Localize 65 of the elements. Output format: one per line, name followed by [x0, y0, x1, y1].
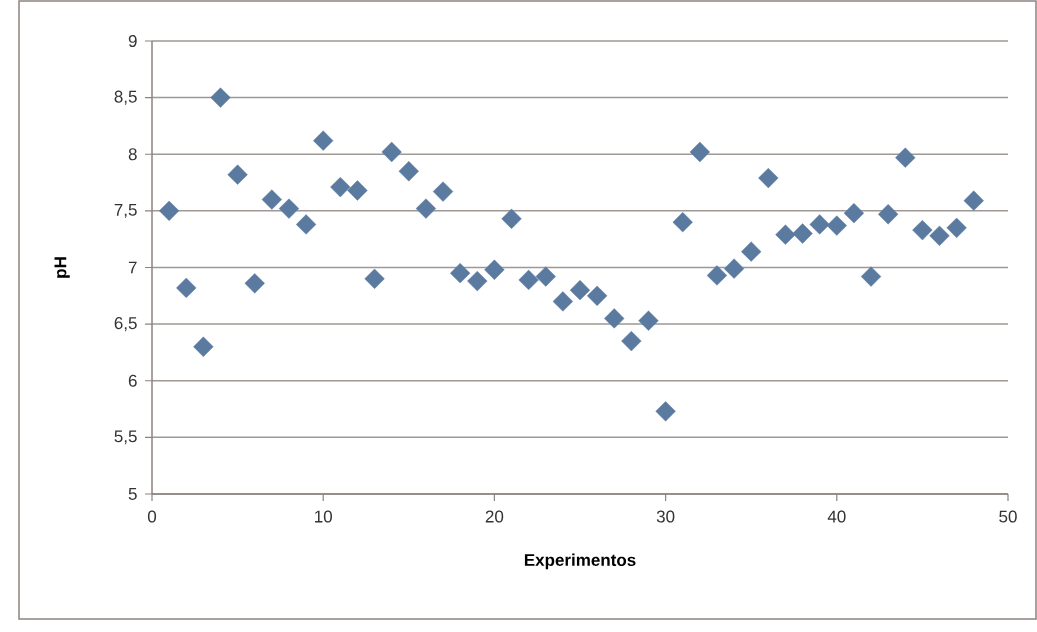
x-tick-label: 20 [485, 510, 504, 523]
y-axis-title: pH [54, 257, 70, 278]
point [518, 269, 539, 291]
point [364, 268, 385, 289]
point [432, 181, 454, 202]
point [227, 164, 248, 185]
point [210, 87, 231, 108]
point [193, 336, 214, 357]
point [860, 266, 882, 287]
point [244, 273, 265, 294]
point [621, 331, 642, 352]
point [895, 147, 916, 168]
x-axis-title: Experimentos [524, 553, 636, 570]
point [689, 141, 710, 163]
point [758, 167, 779, 189]
point [501, 208, 522, 229]
y-tick-label: 5 [128, 488, 137, 500]
point [381, 141, 402, 163]
x-tick-label: 40 [827, 510, 846, 523]
point [278, 198, 300, 219]
point [347, 180, 368, 201]
point [484, 259, 505, 280]
point [843, 203, 865, 224]
point [313, 130, 334, 151]
point [672, 212, 693, 233]
point [946, 217, 967, 238]
y-tick-label: 7 [128, 261, 137, 274]
point [775, 224, 796, 245]
x-tick-label: 10 [315, 510, 332, 523]
point [638, 310, 659, 331]
point [587, 285, 608, 306]
y-tick-label: 8 [128, 148, 137, 161]
point [878, 204, 899, 225]
y-tick-label: 6,5 [114, 317, 137, 332]
point [295, 214, 317, 235]
point [741, 241, 762, 262]
point [415, 198, 437, 219]
y-tick-label: 5,5 [114, 430, 137, 445]
point [159, 200, 180, 221]
point [450, 263, 471, 284]
point [826, 215, 847, 236]
point [655, 401, 676, 422]
point [569, 280, 591, 301]
y-tick-label: 7,5 [114, 203, 137, 218]
point [467, 270, 488, 292]
x-tick-label: 30 [656, 510, 675, 523]
point [723, 258, 745, 279]
point [535, 266, 556, 287]
point [552, 291, 573, 312]
point [330, 176, 351, 198]
x-tick-label: 50 [999, 510, 1017, 523]
point [604, 308, 625, 329]
point [398, 161, 419, 182]
point [176, 277, 197, 298]
point [792, 223, 813, 244]
point [963, 190, 984, 211]
y-tick-label: 6 [128, 374, 137, 387]
point [809, 214, 830, 235]
y-tick-label: 9 [128, 34, 137, 48]
point [912, 220, 933, 241]
point [261, 189, 282, 210]
y-tick-label: 8,5 [114, 90, 137, 105]
point [706, 265, 728, 286]
point [929, 225, 950, 246]
x-tick-label: 0 [147, 510, 157, 523]
